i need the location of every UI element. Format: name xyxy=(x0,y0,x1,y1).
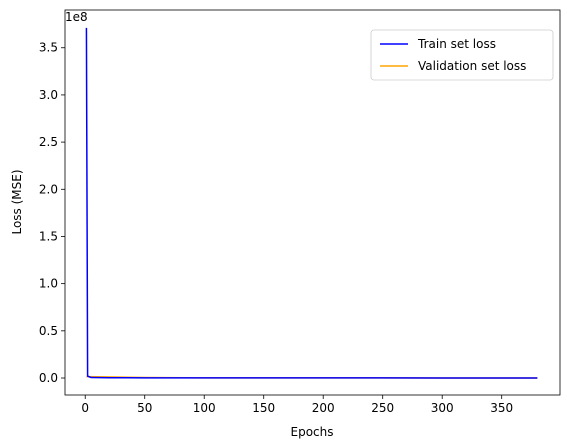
x-tick-label: 50 xyxy=(137,401,152,415)
y-axis-label: Loss (MSE) xyxy=(10,169,24,234)
x-tick-label: 250 xyxy=(371,401,394,415)
series-layer xyxy=(85,27,538,379)
ticks-layer: 0 50 100 150 200 250 300 350 0.0 0.5 1.0 1.5 2.0 2.5 3… xyxy=(39,41,513,415)
plot-frame xyxy=(64,9,561,396)
x-tick-label: 200 xyxy=(312,401,335,415)
x-tick-label: 100 xyxy=(193,401,216,415)
x-axis-label: Epochs xyxy=(291,425,334,439)
legend-label-train: Train set loss xyxy=(417,37,496,51)
x-tick-label: 350 xyxy=(490,401,513,415)
legend-box xyxy=(370,29,554,81)
y-tick-label: 2.0 xyxy=(39,182,58,196)
y-tick-label: 2.5 xyxy=(39,135,58,149)
series-line-train xyxy=(85,27,538,379)
y-tick-label: 1.5 xyxy=(39,229,58,243)
y-tick-label: 0.0 xyxy=(39,371,58,385)
y-offset-text: 1e8 xyxy=(65,10,88,24)
y-tick-label: 0.5 xyxy=(39,324,58,338)
x-tick-label: 150 xyxy=(252,401,275,415)
legend: Train set loss Validation set loss xyxy=(370,29,554,81)
y-tick-label: 1.0 xyxy=(39,277,58,291)
y-tick-label: 3.5 xyxy=(39,41,58,55)
y-tick-label: 3.0 xyxy=(39,88,58,102)
legend-label-validation: Validation set loss xyxy=(418,59,526,73)
x-tick-label: 300 xyxy=(431,401,454,415)
x-tick-label: 0 xyxy=(81,401,89,415)
